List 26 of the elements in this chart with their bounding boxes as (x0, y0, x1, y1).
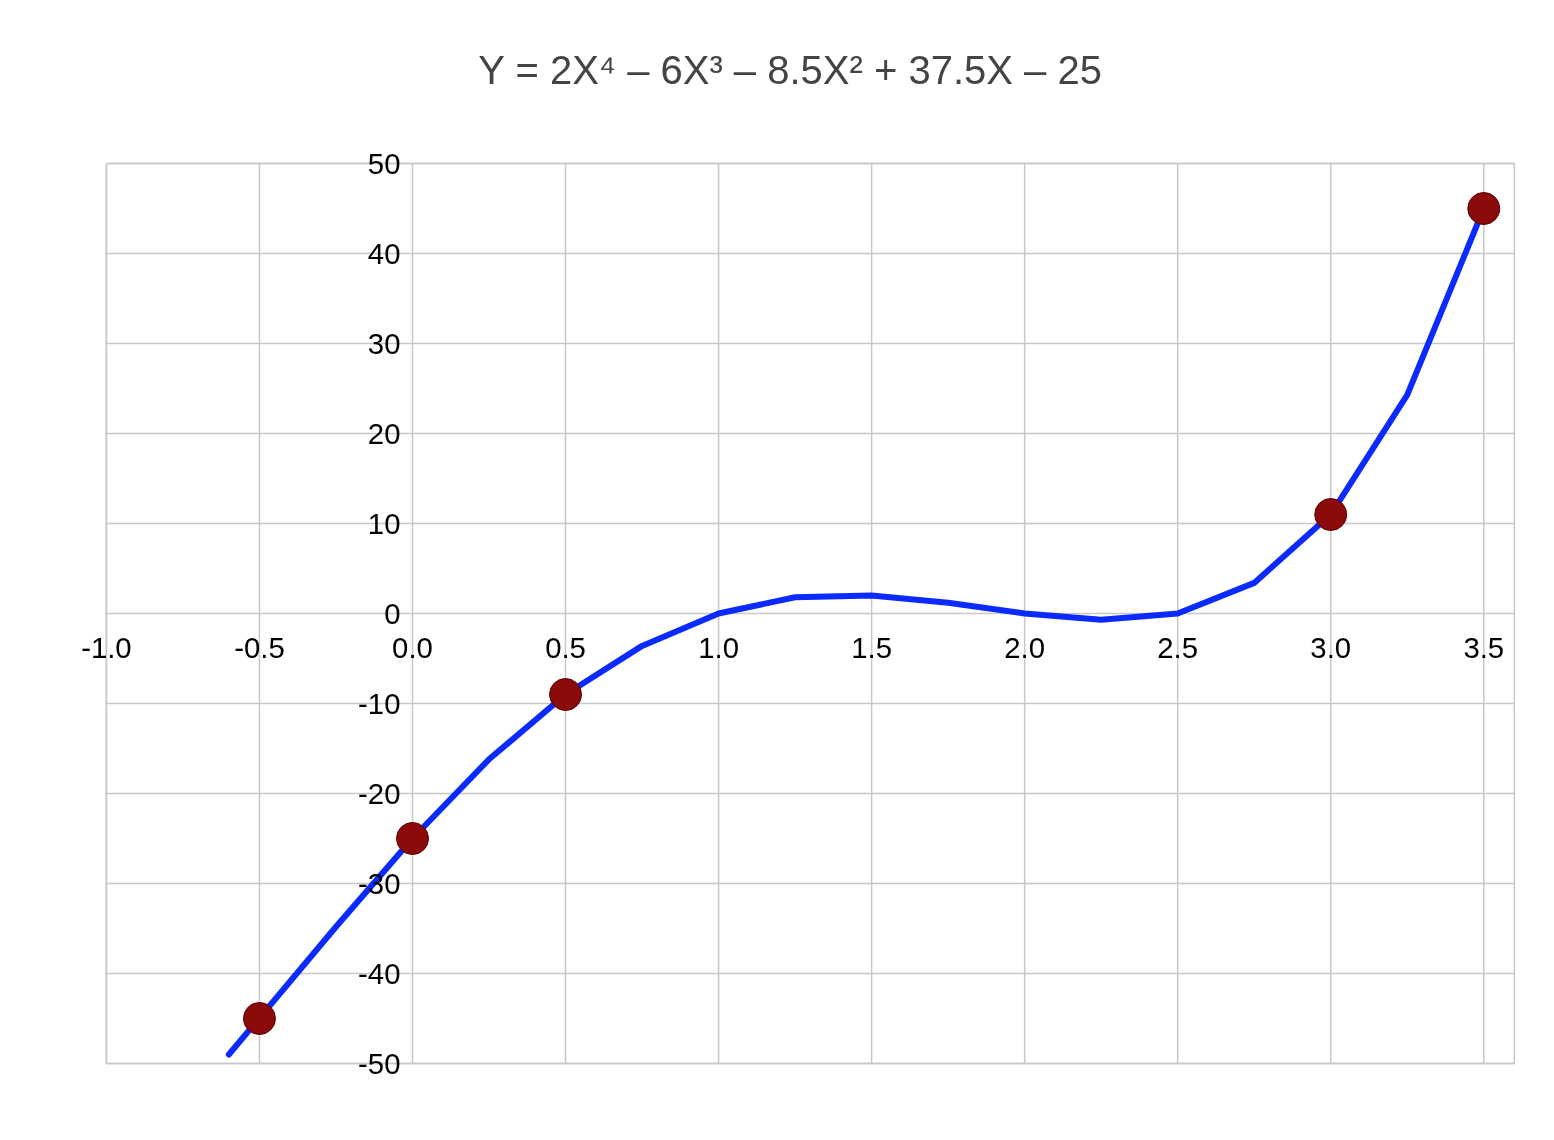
y-tick-label: 20 (367, 416, 401, 450)
chart-title: Y = 2X⁴ – 6X³ – 8.5X² + 37.5X – 25 (478, 47, 1102, 92)
y-tick-label: 10 (367, 506, 401, 540)
point (1467, 192, 1501, 225)
point (395, 822, 429, 855)
x-tick-label: 2.5 (1157, 630, 1199, 664)
x-tick-label: 1.0 (698, 630, 739, 664)
y-tick-label: 50 (367, 146, 401, 180)
y-tick-label: -20 (358, 776, 401, 810)
x-tick-label: 0.5 (545, 630, 586, 664)
point (242, 1002, 276, 1035)
point (549, 678, 583, 711)
y-tick-label: 40 (367, 236, 401, 270)
x-tick-label: -1.0 (81, 630, 132, 664)
x-tick-label: 1.5 (851, 630, 893, 664)
x-tick-label: 3.0 (1310, 630, 1352, 664)
y-tick-label: -10 (358, 686, 401, 720)
y-tick-label: -40 (358, 956, 401, 990)
y-tick-label: 0 (384, 596, 401, 630)
y-tick-label: -50 (358, 1046, 401, 1080)
x-tick-label: 3.5 (1463, 630, 1505, 664)
point (1314, 498, 1348, 531)
y-tick-label: 30 (367, 326, 401, 360)
x-tick-label: 2.0 (1004, 630, 1046, 664)
x-tick-label: 0.0 (392, 630, 433, 664)
x-tick-label: -0.5 (234, 630, 285, 664)
